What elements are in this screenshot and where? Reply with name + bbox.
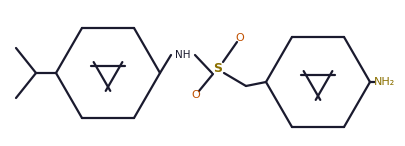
Text: NH₂: NH₂ (373, 77, 394, 87)
Text: O: O (235, 33, 244, 43)
Text: S: S (213, 61, 222, 74)
Text: NH: NH (175, 50, 190, 60)
Text: O: O (191, 90, 200, 100)
